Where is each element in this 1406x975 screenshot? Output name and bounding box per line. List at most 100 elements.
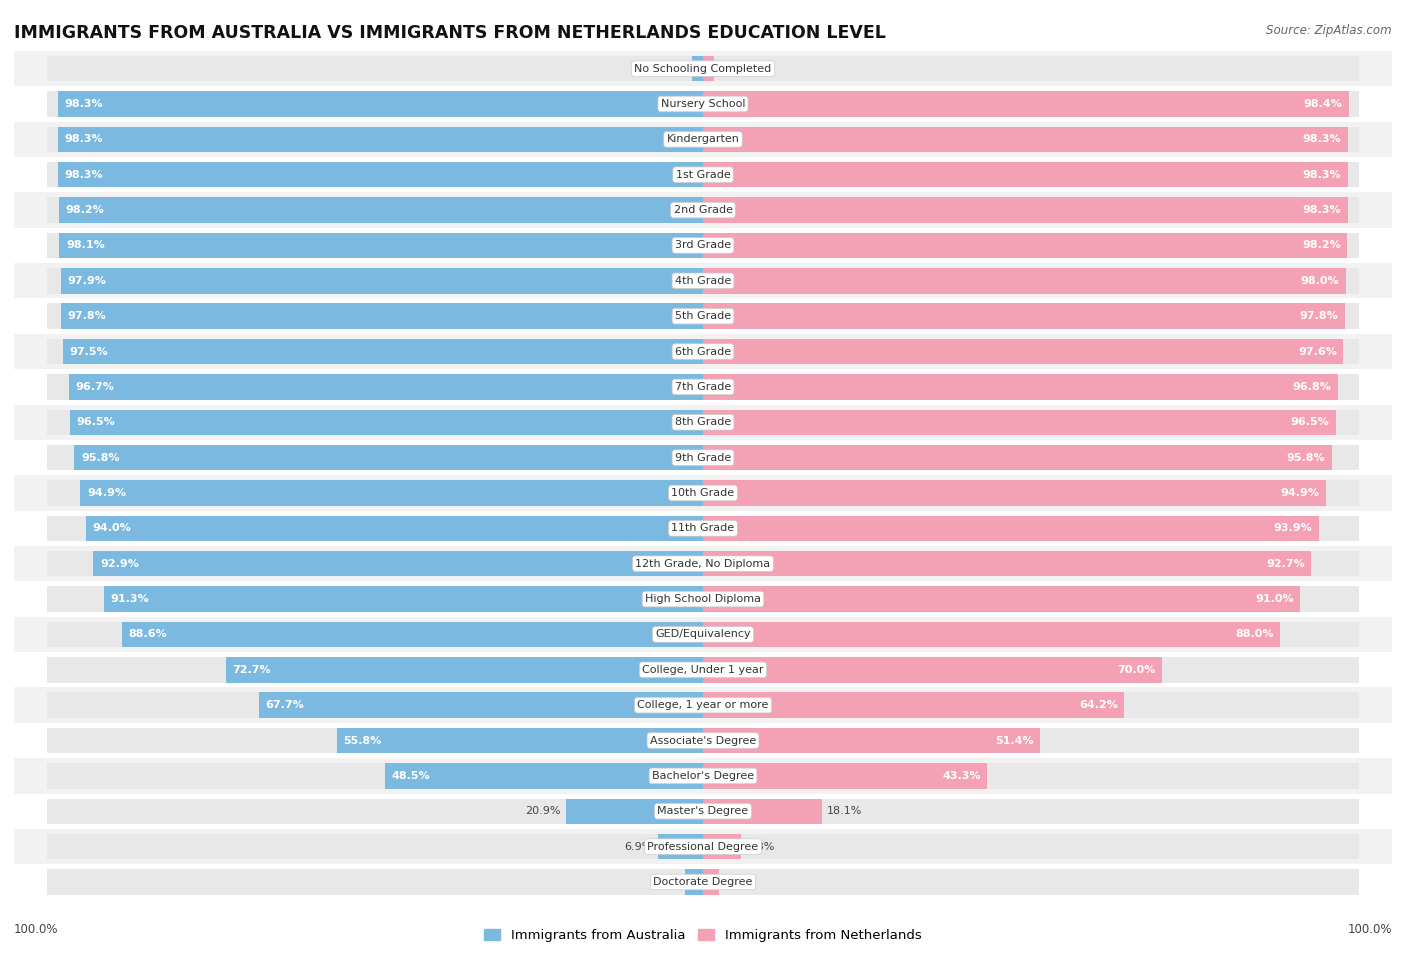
Bar [86, 516, 703, 541]
Bar [46, 127, 1360, 152]
Bar [14, 122, 1392, 157]
Text: 51.4%: 51.4% [995, 735, 1033, 746]
Text: 95.8%: 95.8% [82, 452, 120, 462]
Text: 88.0%: 88.0% [1236, 630, 1274, 640]
Text: 20.9%: 20.9% [524, 806, 561, 816]
Text: 98.1%: 98.1% [66, 241, 104, 251]
Bar [46, 410, 1360, 435]
Bar [658, 834, 703, 859]
Bar [385, 763, 703, 789]
Text: Doctorate Degree: Doctorate Degree [654, 877, 752, 887]
Text: 9th Grade: 9th Grade [675, 452, 731, 462]
Text: Master's Degree: Master's Degree [658, 806, 748, 816]
Bar [703, 197, 1348, 223]
Bar [14, 511, 1392, 546]
Bar [14, 687, 1392, 722]
Bar [703, 56, 714, 81]
Bar [703, 799, 821, 824]
Text: 98.3%: 98.3% [65, 170, 103, 179]
Bar [226, 657, 703, 682]
Bar [58, 92, 703, 117]
Text: College, Under 1 year: College, Under 1 year [643, 665, 763, 675]
Bar [703, 303, 1344, 329]
Bar [46, 56, 1360, 81]
Bar [703, 551, 1312, 576]
Text: 70.0%: 70.0% [1118, 665, 1156, 675]
Bar [14, 652, 1392, 687]
Text: 94.9%: 94.9% [87, 488, 127, 498]
Bar [14, 759, 1392, 794]
Bar [685, 870, 703, 895]
Text: 98.3%: 98.3% [1303, 170, 1341, 179]
Bar [46, 622, 1360, 647]
Text: 100.0%: 100.0% [14, 923, 59, 936]
Bar [14, 192, 1392, 228]
Text: 95.8%: 95.8% [1286, 452, 1324, 462]
Text: 3rd Grade: 3rd Grade [675, 241, 731, 251]
Text: 98.3%: 98.3% [65, 135, 103, 144]
Text: 97.9%: 97.9% [67, 276, 105, 286]
Bar [46, 799, 1360, 824]
Text: 98.4%: 98.4% [1303, 99, 1343, 109]
Bar [14, 157, 1392, 192]
Text: 96.8%: 96.8% [1292, 382, 1331, 392]
Text: 91.3%: 91.3% [111, 594, 149, 604]
Text: 94.9%: 94.9% [1279, 488, 1319, 498]
Text: College, 1 year or more: College, 1 year or more [637, 700, 769, 710]
Text: Bachelor's Degree: Bachelor's Degree [652, 771, 754, 781]
Text: 96.5%: 96.5% [1291, 417, 1330, 427]
Bar [14, 864, 1392, 900]
Bar [122, 622, 703, 647]
Text: 5th Grade: 5th Grade [675, 311, 731, 321]
Bar [60, 268, 703, 293]
Text: 5.8%: 5.8% [747, 841, 775, 851]
Bar [14, 829, 1392, 864]
Bar [14, 794, 1392, 829]
Text: 2.5%: 2.5% [724, 877, 754, 887]
Bar [75, 445, 703, 470]
Text: 1.7%: 1.7% [658, 63, 686, 74]
Text: Associate's Degree: Associate's Degree [650, 735, 756, 746]
Text: No Schooling Completed: No Schooling Completed [634, 63, 772, 74]
Bar [14, 51, 1392, 87]
Text: 2.8%: 2.8% [651, 877, 679, 887]
Text: 67.7%: 67.7% [266, 700, 304, 710]
Bar [46, 551, 1360, 576]
Text: 6th Grade: 6th Grade [675, 346, 731, 357]
Bar [46, 162, 1360, 187]
Bar [703, 92, 1348, 117]
Bar [703, 586, 1301, 612]
Text: 8th Grade: 8th Grade [675, 417, 731, 427]
Bar [703, 410, 1336, 435]
Bar [703, 763, 987, 789]
Bar [59, 233, 703, 258]
Text: High School Diploma: High School Diploma [645, 594, 761, 604]
Bar [46, 657, 1360, 682]
Bar [46, 233, 1360, 258]
Bar [703, 233, 1347, 258]
Text: 7th Grade: 7th Grade [675, 382, 731, 392]
Bar [46, 727, 1360, 754]
Bar [337, 727, 703, 754]
Text: Kindergarten: Kindergarten [666, 135, 740, 144]
Text: 2nd Grade: 2nd Grade [673, 205, 733, 215]
Text: 11th Grade: 11th Grade [672, 524, 734, 533]
Bar [14, 87, 1392, 122]
Bar [46, 692, 1360, 718]
Bar [62, 303, 703, 329]
Text: 88.6%: 88.6% [128, 630, 167, 640]
Text: 96.5%: 96.5% [76, 417, 115, 427]
Text: 98.3%: 98.3% [1303, 135, 1341, 144]
Text: 98.2%: 98.2% [65, 205, 104, 215]
Bar [46, 92, 1360, 117]
Text: GED/Equivalency: GED/Equivalency [655, 630, 751, 640]
Bar [59, 197, 703, 223]
Text: 97.8%: 97.8% [1299, 311, 1339, 321]
Text: 64.2%: 64.2% [1078, 700, 1118, 710]
Text: 92.9%: 92.9% [100, 559, 139, 568]
Text: 96.7%: 96.7% [75, 382, 114, 392]
Text: IMMIGRANTS FROM AUSTRALIA VS IMMIGRANTS FROM NETHERLANDS EDUCATION LEVEL: IMMIGRANTS FROM AUSTRALIA VS IMMIGRANTS … [14, 24, 886, 42]
Text: 98.3%: 98.3% [1303, 205, 1341, 215]
Legend: Immigrants from Australia, Immigrants from Netherlands: Immigrants from Australia, Immigrants fr… [479, 924, 927, 948]
Bar [14, 546, 1392, 581]
